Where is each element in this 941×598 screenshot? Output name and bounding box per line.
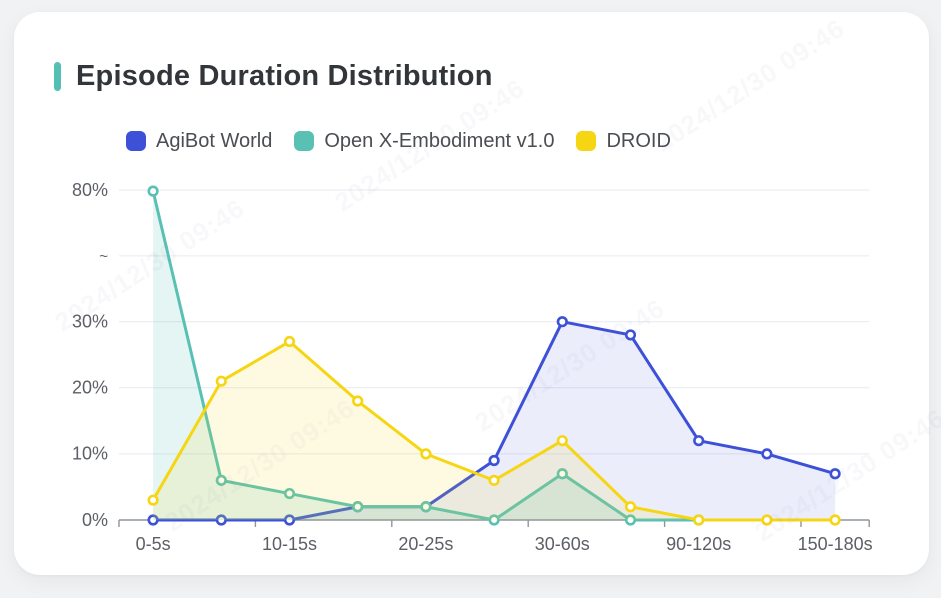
legend: AgiBot World Open X-Embodiment v1.0 DROID [126, 131, 671, 151]
legend-label: DROID [606, 130, 671, 152]
title-row: Episode Duration Distribution [54, 62, 493, 91]
title-accent-bar [54, 62, 61, 91]
legend-item-agibot-world[interactable]: AgiBot World [126, 131, 272, 151]
page-title: Episode Duration Distribution [76, 60, 493, 92]
legend-item-open-x-embodiment-v1-0[interactable]: Open X-Embodiment v1.0 [294, 131, 554, 151]
legend-swatch-open-x-embodiment-v1-0 [294, 131, 315, 151]
chart-card: Episode Duration Distribution AgiBot Wor… [14, 12, 929, 575]
legend-swatch-agibot-world [126, 131, 146, 151]
legend-label: Open X-Embodiment v1.0 [324, 130, 555, 152]
legend-item-droid[interactable]: DROID [576, 130, 671, 152]
legend-label: AgiBot World [156, 130, 273, 152]
legend-swatch-droid [576, 131, 597, 151]
